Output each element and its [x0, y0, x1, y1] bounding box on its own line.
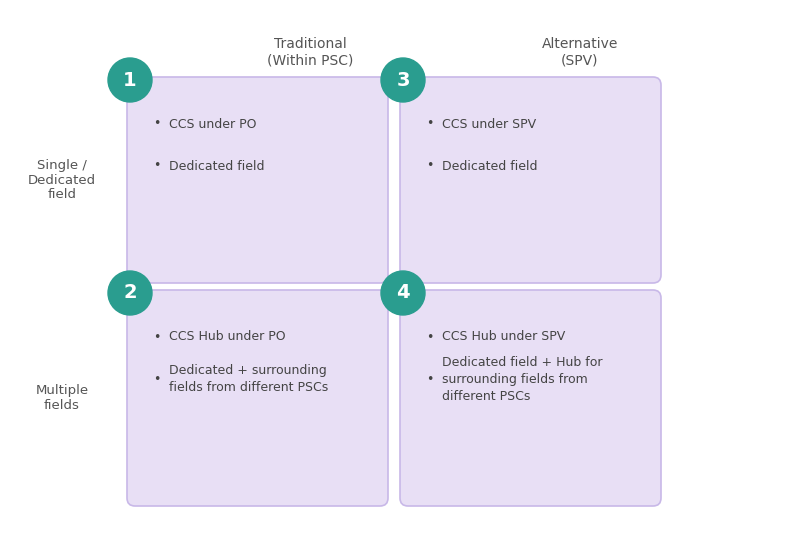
Circle shape	[108, 271, 152, 315]
Text: CCS under PO: CCS under PO	[169, 117, 257, 131]
Text: 2: 2	[123, 284, 137, 303]
Text: •: •	[426, 373, 434, 385]
Text: CCS Hub under PO: CCS Hub under PO	[169, 330, 286, 343]
FancyBboxPatch shape	[400, 290, 661, 506]
Text: 4: 4	[396, 284, 410, 303]
Text: Traditional
(Within PSC): Traditional (Within PSC)	[267, 37, 353, 67]
Text: Single /
Dedicated
field: Single / Dedicated field	[28, 158, 96, 201]
Text: Multiple
fields: Multiple fields	[35, 384, 89, 412]
Circle shape	[381, 271, 425, 315]
Text: •: •	[154, 330, 161, 343]
Text: 1: 1	[123, 70, 137, 90]
Text: •: •	[426, 159, 434, 173]
FancyBboxPatch shape	[400, 77, 661, 283]
Text: Alternative
(SPV): Alternative (SPV)	[542, 37, 618, 67]
Text: •: •	[426, 330, 434, 343]
FancyBboxPatch shape	[127, 77, 388, 283]
Text: •: •	[154, 373, 161, 385]
Text: Dedicated field + Hub for
surrounding fields from
different PSCs: Dedicated field + Hub for surrounding fi…	[442, 356, 602, 402]
Text: •: •	[154, 117, 161, 131]
Text: Dedicated field: Dedicated field	[169, 159, 265, 173]
Text: •: •	[154, 159, 161, 173]
Text: Dedicated + surrounding
fields from different PSCs: Dedicated + surrounding fields from diff…	[169, 364, 328, 394]
Text: Dedicated field: Dedicated field	[442, 159, 538, 173]
FancyBboxPatch shape	[127, 290, 388, 506]
Text: •: •	[426, 117, 434, 131]
Text: CCS Hub under SPV: CCS Hub under SPV	[442, 330, 566, 343]
Text: CCS under SPV: CCS under SPV	[442, 117, 536, 131]
Circle shape	[381, 58, 425, 102]
Circle shape	[108, 58, 152, 102]
Text: 3: 3	[396, 70, 410, 90]
